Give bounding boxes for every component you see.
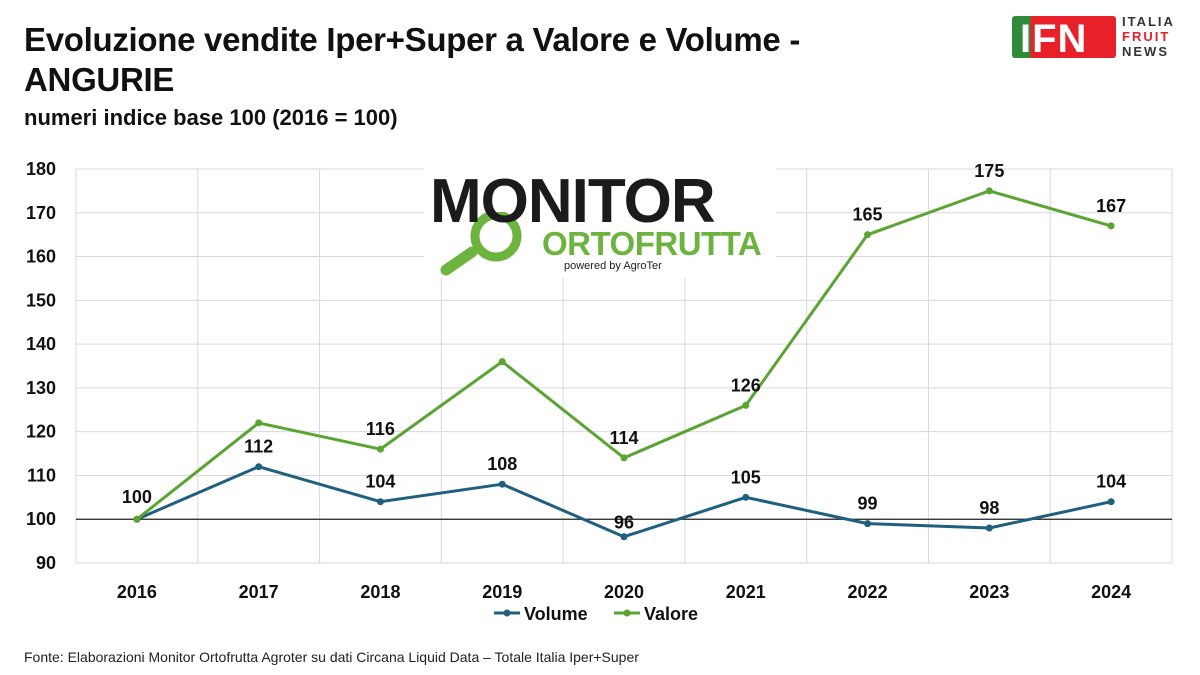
chart-subtitle: numeri indice base 100 (2016 = 100): [24, 105, 398, 130]
y-tick-label: 100: [26, 509, 56, 529]
data-point-volume: [742, 493, 750, 501]
data-label-valore: 167: [1096, 196, 1126, 216]
label-layer: 100 112 104 108 96 105 99 98 104 116 114 126 165 175 1…: [122, 161, 1126, 533]
data-label-valore: 126: [731, 375, 761, 395]
y-tick-label: 140: [26, 334, 56, 354]
data-label-volume: 99: [858, 494, 878, 514]
data-point-volume: [864, 520, 872, 528]
source-note: Fonte: Elaborazioni Monitor Ortofrutta A…: [24, 649, 639, 665]
x-tick-label: 2021: [726, 582, 766, 602]
x-tick-label: 2019: [482, 582, 522, 602]
legend-marker-valore: [623, 609, 631, 617]
y-tick-label: 130: [26, 378, 56, 398]
data-label-volume: 96: [614, 513, 634, 533]
series-layer: [133, 187, 1115, 541]
x-tick-label: 2023: [969, 582, 1009, 602]
data-label-valore: 114: [609, 428, 638, 448]
ifn-logo-line2: FRUIT: [1122, 29, 1171, 44]
data-point-volume: [498, 480, 506, 488]
ifn-logo-wordmark: ITALIA FRUIT NEWS: [1122, 14, 1175, 59]
y-tick-label: 160: [26, 247, 56, 267]
x-tick-label: 2024: [1091, 582, 1131, 602]
data-label-volume: 98: [979, 498, 999, 518]
data-point-volume: [1107, 498, 1115, 506]
data-point-valore: [985, 187, 993, 195]
x-tick-label: 2018: [360, 582, 400, 602]
data-point-valore: [742, 401, 750, 409]
data-point-valore: [255, 419, 263, 427]
data-label-valore: 165: [853, 205, 883, 225]
legend-marker-volume: [503, 609, 511, 617]
ifn-logo-line1: ITALIA: [1122, 14, 1175, 29]
data-label-valore: 175: [974, 161, 1004, 181]
data-point-valore: [376, 445, 384, 453]
monitor-ortofrutta-logo: MONITOR ORTOFRUTTA powered by AgroTer: [424, 168, 776, 278]
data-point-volume: [376, 498, 384, 506]
data-label-volume: 108: [487, 454, 517, 474]
y-tick-label: 110: [27, 465, 56, 485]
legend-label-valore: Valore: [644, 604, 698, 624]
chart-title: Evoluzione vendite Iper+Super a Valore e…: [24, 21, 801, 98]
x-tick-label: 2016: [117, 582, 157, 602]
y-tick-label: 170: [26, 203, 56, 223]
ifn-logo: IFN ITALIA FRUIT NEWS: [1010, 14, 1190, 62]
axis-layer: 90 100 110 120 130 140 150 160 170 180 2016 2017 201…: [26, 159, 1172, 602]
data-point-volume: [985, 524, 993, 532]
data-label-volume: 104: [365, 472, 395, 492]
data-point-valore: [133, 515, 141, 523]
y-tick-label: 120: [26, 422, 56, 442]
powered-by-text: powered by AgroTer: [564, 260, 662, 272]
data-point-volume: [620, 533, 628, 541]
ifn-logo-letters: IFN: [1020, 17, 1088, 61]
ortofrutta-logo-word: ORTOFRUTTA: [542, 225, 762, 262]
y-tick-label: 90: [36, 553, 56, 573]
ifn-logo-line3: NEWS: [1122, 44, 1169, 59]
data-point-valore: [864, 231, 872, 239]
legend-layer: Volume Valore: [494, 604, 698, 624]
data-point-valore: [1107, 222, 1115, 230]
x-tick-label: 2017: [239, 582, 279, 602]
y-tick-label: 180: [26, 159, 56, 179]
data-point-valore: [620, 454, 628, 462]
data-label-volume: 112: [244, 437, 273, 457]
x-tick-label: 2020: [604, 582, 644, 602]
data-label-volume: 105: [731, 467, 761, 487]
ifn-logo-badge: IFN: [1012, 16, 1116, 61]
monitor-logo-word: MONITOR: [430, 167, 716, 236]
data-label-valore: 116: [366, 419, 395, 439]
data-label-volume: 104: [1096, 472, 1126, 492]
x-tick-label: 2022: [848, 582, 888, 602]
legend-label-volume: Volume: [524, 604, 588, 624]
data-label-volume: 100: [122, 487, 152, 507]
data-point-volume: [255, 463, 263, 471]
data-point-valore: [498, 358, 506, 366]
magnifier-icon: [440, 212, 522, 276]
y-tick-label: 150: [26, 290, 56, 310]
